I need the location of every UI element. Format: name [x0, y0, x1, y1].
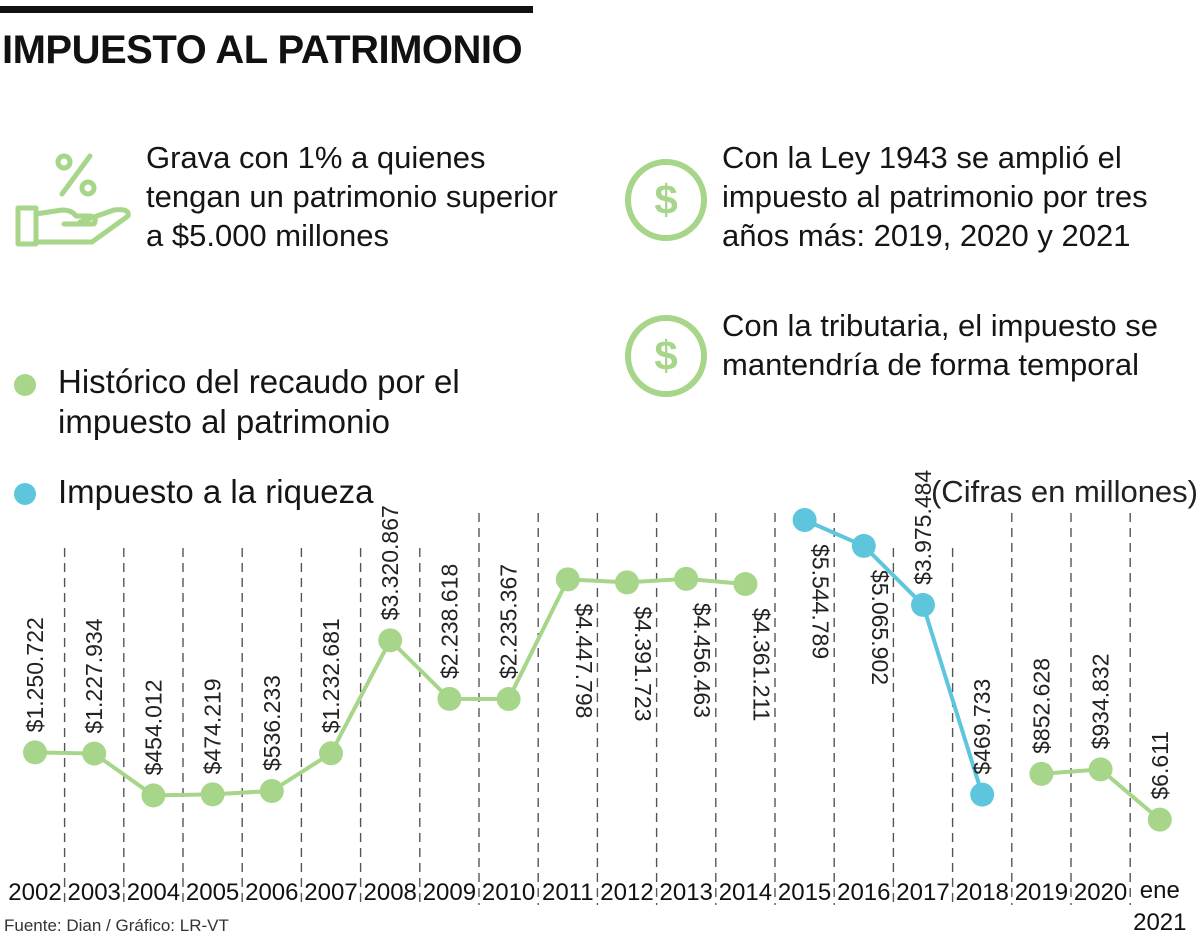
legend-dot-riqueza — [14, 483, 36, 505]
source-credit: Fuente: Dian / Gráfico: LR-VT — [4, 916, 229, 935]
data-point — [733, 572, 758, 597]
data-point — [496, 687, 521, 712]
x-tick-label: 2016 — [837, 879, 890, 906]
x-tick-label: 2009 — [423, 879, 476, 906]
data-point — [1147, 807, 1172, 832]
x-tick-label: 2003 — [68, 879, 121, 906]
data-label: $4.391.723 — [630, 606, 656, 721]
data-label: $5.544.789 — [808, 544, 834, 659]
data-point — [82, 741, 107, 766]
data-label: $1.227.934 — [81, 618, 107, 733]
data-point — [319, 741, 343, 766]
data-point — [437, 686, 462, 711]
data-point — [555, 567, 580, 592]
data-label: $4.361.211 — [748, 608, 774, 721]
data-point — [792, 508, 817, 532]
x-tick-label: 2021 — [1133, 909, 1186, 936]
series-line — [803, 518, 985, 796]
data-point — [851, 533, 876, 558]
x-tick-label: 2013 — [660, 879, 713, 906]
x-tick-label: 2014 — [719, 879, 772, 906]
units-note: (Cifras en millones) — [930, 474, 1198, 509]
x-tick-label: ene — [1140, 877, 1180, 904]
x-tick-label: 2004 — [127, 879, 180, 906]
x-tick-label: 2010 — [482, 879, 535, 906]
data-label: $934.832 — [1088, 653, 1114, 749]
note-patrimonio-rate: Grava con 1% a quienes tengan un patrimo… — [146, 140, 558, 253]
x-tick-label: 2017 — [896, 879, 949, 906]
top-rule — [0, 6, 533, 13]
data-point — [1029, 761, 1054, 786]
x-tick-label: 2007 — [304, 879, 357, 906]
x-tick-label: 2020 — [1074, 879, 1127, 906]
data-point — [141, 783, 166, 808]
x-tick-label: 2005 — [186, 879, 239, 906]
percent-hand-icon — [15, 153, 131, 247]
data-point — [378, 628, 403, 653]
data-point — [1088, 757, 1113, 782]
note-ley-1943: Con la Ley 1943 se amplió el impuesto al… — [722, 140, 1148, 253]
data-point — [674, 566, 699, 591]
x-tick-label: 2018 — [956, 879, 1009, 906]
x-tick-label: 2019 — [1015, 879, 1068, 906]
x-tick-label: 2006 — [245, 879, 298, 906]
data-point — [970, 782, 995, 807]
data-label: $4.447.798 — [571, 603, 597, 718]
x-tick-label: 2008 — [364, 879, 417, 906]
data-label: $1.232.681 — [318, 618, 344, 733]
legend-label-riqueza: Impuesto a la riqueza — [58, 473, 374, 510]
dollar-circle-icon: $ — [625, 159, 707, 241]
data-label: $5.065.902 — [867, 570, 893, 685]
x-tick-label: 2011 — [542, 879, 594, 906]
data-point — [23, 740, 47, 765]
data-label: $2.238.618 — [436, 564, 462, 679]
data-point — [615, 570, 639, 595]
note-tributaria: Con la tributaria, el impuesto se manten… — [722, 308, 1158, 382]
data-label: $6.611 — [1147, 731, 1173, 800]
svg-text:$: $ — [654, 176, 677, 223]
data-label: $474.219 — [200, 678, 226, 774]
svg-text:$: $ — [654, 332, 677, 379]
data-label: $1.250.722 — [22, 617, 48, 732]
dollar-circle-icon: $ — [625, 315, 707, 397]
legend-dot-historico — [14, 374, 36, 396]
data-label: $4.456.463 — [689, 603, 715, 718]
page-title: IMPUESTO AL PATRIMONIO — [2, 28, 523, 72]
data-label: $852.628 — [1028, 658, 1054, 754]
data-label: $3.320.867 — [377, 505, 403, 620]
data-point — [911, 592, 935, 617]
x-tick-label: 2002 — [8, 879, 61, 906]
x-tick-label: 2012 — [600, 879, 653, 906]
legend-label-historico: Histórico del recaudo por el impuesto al… — [58, 363, 460, 440]
data-label: $469.733 — [969, 679, 995, 775]
x-tick-label: 2015 — [778, 879, 831, 906]
data-label: $2.235.367 — [496, 564, 522, 679]
data-label: $536.233 — [259, 675, 285, 771]
data-point — [200, 782, 225, 807]
data-label: $454.012 — [140, 679, 166, 775]
data-point — [259, 778, 284, 803]
data-label: $3.975.484 — [910, 470, 936, 585]
